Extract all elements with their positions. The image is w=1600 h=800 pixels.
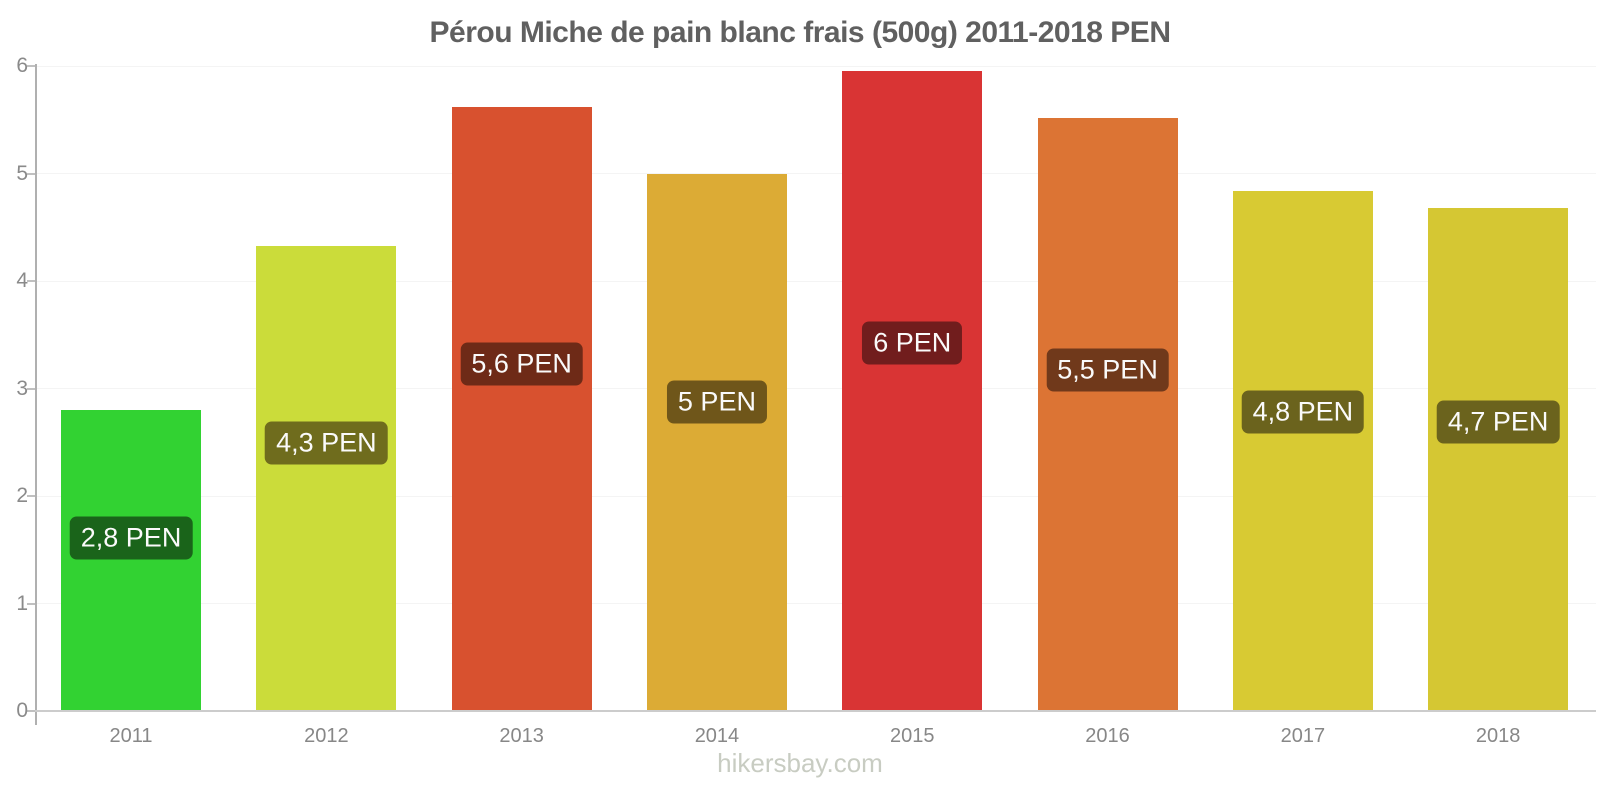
y-gridline-4	[37, 280, 1596, 282]
x-axis	[35, 710, 1596, 712]
bar-2014[interactable]	[646, 173, 787, 710]
x-tick-label-2012: 2012	[304, 725, 349, 747]
y-gridline-1	[37, 603, 1596, 604]
y-tick-label-2: 2	[16, 484, 28, 507]
x-tick-label-2011: 2011	[109, 725, 153, 747]
y-tick-label-5: 5	[16, 161, 28, 185]
y-tick-label-4: 4	[16, 269, 28, 292]
y-tick-label-6: 6	[16, 54, 28, 77]
y-gridline-3	[37, 388, 1596, 389]
bar-2015[interactable]	[842, 71, 983, 710]
bar-2017[interactable]	[1232, 190, 1373, 710]
y-tick-label-0: 0	[16, 699, 28, 722]
y-tick-1	[27, 602, 35, 605]
y-tick-label-3: 3	[16, 376, 28, 400]
y-tick-3	[27, 387, 35, 390]
bar-value-label-2015: 6 PEN	[862, 321, 963, 365]
y-tick-4	[27, 280, 35, 282]
bar-value-label-2013: 5,6 PEN	[460, 342, 583, 386]
bar-value-label-2011: 2,8 PEN	[69, 516, 193, 560]
bar-2016[interactable]	[1037, 117, 1178, 710]
y-tick-label-1: 1	[16, 591, 28, 615]
y-gridline-2	[37, 495, 1596, 497]
watermark-hikersbay: hikersbay.com	[717, 748, 883, 778]
x-tick-label-2018: 2018	[1475, 725, 1521, 747]
bar-value-label-2016: 5,5 PEN	[1046, 348, 1169, 392]
y-gridline-6	[37, 65, 1596, 67]
x-tick-label-2014: 2014	[694, 725, 740, 747]
y-tick-5	[27, 172, 35, 175]
bar-value-label-2012: 4,3 PEN	[265, 421, 388, 465]
y-tick-6	[27, 65, 35, 67]
bar-2018[interactable]	[1428, 207, 1569, 710]
bar-value-label-2014: 5 PEN	[666, 380, 767, 424]
y-gridline-5	[37, 173, 1596, 174]
bar-value-label-2018: 4,7 PEN	[1436, 400, 1560, 444]
x-tick-label-2016: 2016	[1085, 725, 1130, 747]
y-tick-2	[27, 495, 35, 497]
chart-title: Pérou Miche de pain blanc frais (500g) 2…	[429, 16, 1171, 49]
x-tick-label-2015: 2015	[890, 725, 935, 747]
bar-2012[interactable]	[256, 245, 397, 710]
x-tick-label-2017: 2017	[1280, 725, 1326, 747]
y-axis	[35, 64, 37, 725]
bar-2011[interactable]	[61, 410, 202, 710]
bar-2013[interactable]	[451, 106, 592, 710]
x-tick-label-2013: 2013	[499, 725, 544, 747]
y-tick-0	[27, 710, 35, 712]
bar-value-label-2017: 4,8 PEN	[1241, 390, 1365, 434]
